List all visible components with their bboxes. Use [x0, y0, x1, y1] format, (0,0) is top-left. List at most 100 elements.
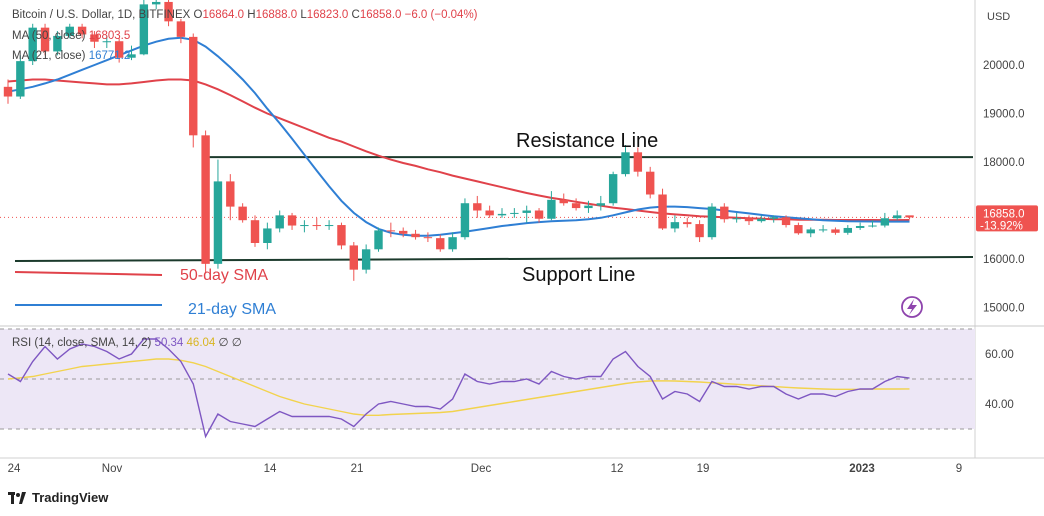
price-tick: 19000.0: [983, 109, 1025, 121]
candle-body: [139, 4, 149, 55]
sma21-line: [7, 36, 910, 237]
candle-body: [522, 210, 531, 213]
candle-body: [473, 203, 482, 211]
candle-body: [806, 229, 815, 234]
candle-body: [102, 41, 111, 43]
candle-body: [683, 222, 692, 225]
candle-body: [707, 206, 717, 238]
candle-body: [16, 61, 25, 97]
candle-body: [40, 27, 50, 52]
pair-label: Bitcoin / U.S. Dollar, 1D, BITFINEX: [12, 9, 191, 21]
candle-body: [646, 171, 655, 195]
last-change-value: -13.92%: [980, 220, 1023, 232]
candle-body: [843, 227, 852, 233]
candle-body: [423, 237, 433, 239]
candle-body: [287, 215, 297, 226]
candle-body: [695, 224, 704, 238]
candle-body: [497, 213, 507, 216]
time-tick: 12: [611, 463, 624, 475]
candle-body: [263, 228, 272, 243]
candle-body: [114, 41, 124, 58]
open-value: 16864.0: [202, 9, 245, 21]
candle-body: [571, 203, 581, 209]
time-tick: Nov: [102, 463, 123, 475]
ma21-legend[interactable]: MA (21, close) 16771.2: [12, 50, 131, 62]
last-price-value: 16858.0: [983, 208, 1025, 220]
rsi-sma-line: [7, 358, 910, 416]
price-tick: 16000.0: [983, 254, 1025, 266]
candle-body: [337, 225, 346, 246]
candle-body: [905, 215, 914, 218]
support-label: Support Line: [522, 264, 635, 286]
candle-body: [300, 225, 309, 227]
candle-body: [608, 174, 618, 204]
tradingview-brand: TradingView: [8, 490, 108, 505]
price-tick: 18000.0: [983, 157, 1025, 169]
ma50-legend[interactable]: MA (50, close) 16803.5: [12, 30, 131, 42]
candle-body: [361, 249, 371, 270]
legend-50-swatch: [14, 271, 163, 276]
rsi-sma-value: 46.04: [186, 337, 216, 349]
candle-body: [275, 215, 284, 229]
candle-body: [584, 205, 593, 209]
time-tick: 14: [264, 463, 277, 475]
candle-body: [226, 181, 235, 207]
candle-body: [757, 218, 766, 222]
candle-body: [28, 27, 37, 62]
rsi-legend[interactable]: RSI (14, close, SMA, 14, 2) 50.34 46.04 …: [12, 337, 242, 349]
candle-body: [189, 36, 198, 136]
time-tick: 9: [956, 463, 962, 475]
candle-body: [732, 218, 741, 220]
candle-body: [411, 233, 420, 238]
candle-body: [633, 152, 643, 172]
candle-body: [534, 210, 544, 219]
candle-body: [250, 220, 260, 243]
resistance-label: Resistance Line: [516, 130, 658, 152]
candle-body: [3, 86, 13, 97]
candle-body: [399, 230, 408, 234]
rsi-line: [7, 338, 910, 439]
ma50-value: 16803.5: [88, 30, 131, 42]
candle-body: [559, 199, 568, 204]
candle-body: [213, 181, 223, 264]
change-value: −6.0 (−0.04%): [404, 9, 478, 21]
candle-body: [868, 225, 877, 227]
candle-body: [90, 34, 99, 42]
candle-body: [374, 230, 383, 250]
candle-body: [201, 135, 210, 264]
candle-body: [769, 217, 778, 219]
legend-50-label: 50-day SMA: [180, 267, 268, 284]
brand-label: TradingView: [32, 490, 109, 505]
rsi-tick: 60.00: [985, 349, 1014, 361]
visibility-icon[interactable]: ∅: [218, 337, 229, 349]
time-tick: 19: [697, 463, 710, 475]
candle-body: [485, 210, 494, 216]
candle-body: [744, 218, 754, 222]
candle-body: [670, 222, 680, 229]
time-tick: 21: [351, 463, 364, 475]
time-tick: 2023: [849, 463, 875, 475]
currency-label: USD: [987, 11, 1010, 23]
rsi-tick: 40.00: [985, 399, 1014, 411]
candle-body: [53, 35, 62, 52]
visibility-icon-2[interactable]: ∅: [231, 337, 242, 349]
candle-body: [547, 199, 556, 219]
candle-body: [831, 229, 840, 233]
candle-body: [460, 203, 470, 238]
candle-body: [436, 238, 445, 250]
high-value: 16888.0: [255, 9, 298, 21]
candle-body: [621, 152, 630, 175]
candle-body: [77, 26, 87, 35]
lightning-icon: [901, 296, 923, 318]
support-line: [14, 256, 974, 262]
last-price-tag: [976, 205, 1038, 232]
ma21-value: 16771.2: [88, 50, 131, 62]
close-value: 16858.0: [359, 9, 402, 21]
time-tick: Dec: [471, 463, 492, 475]
legend-21-label: 21-day SMA: [188, 301, 276, 318]
candle-body: [794, 225, 803, 234]
candle-body: [880, 218, 890, 226]
candle-body: [349, 245, 358, 270]
candle-body: [893, 215, 902, 219]
